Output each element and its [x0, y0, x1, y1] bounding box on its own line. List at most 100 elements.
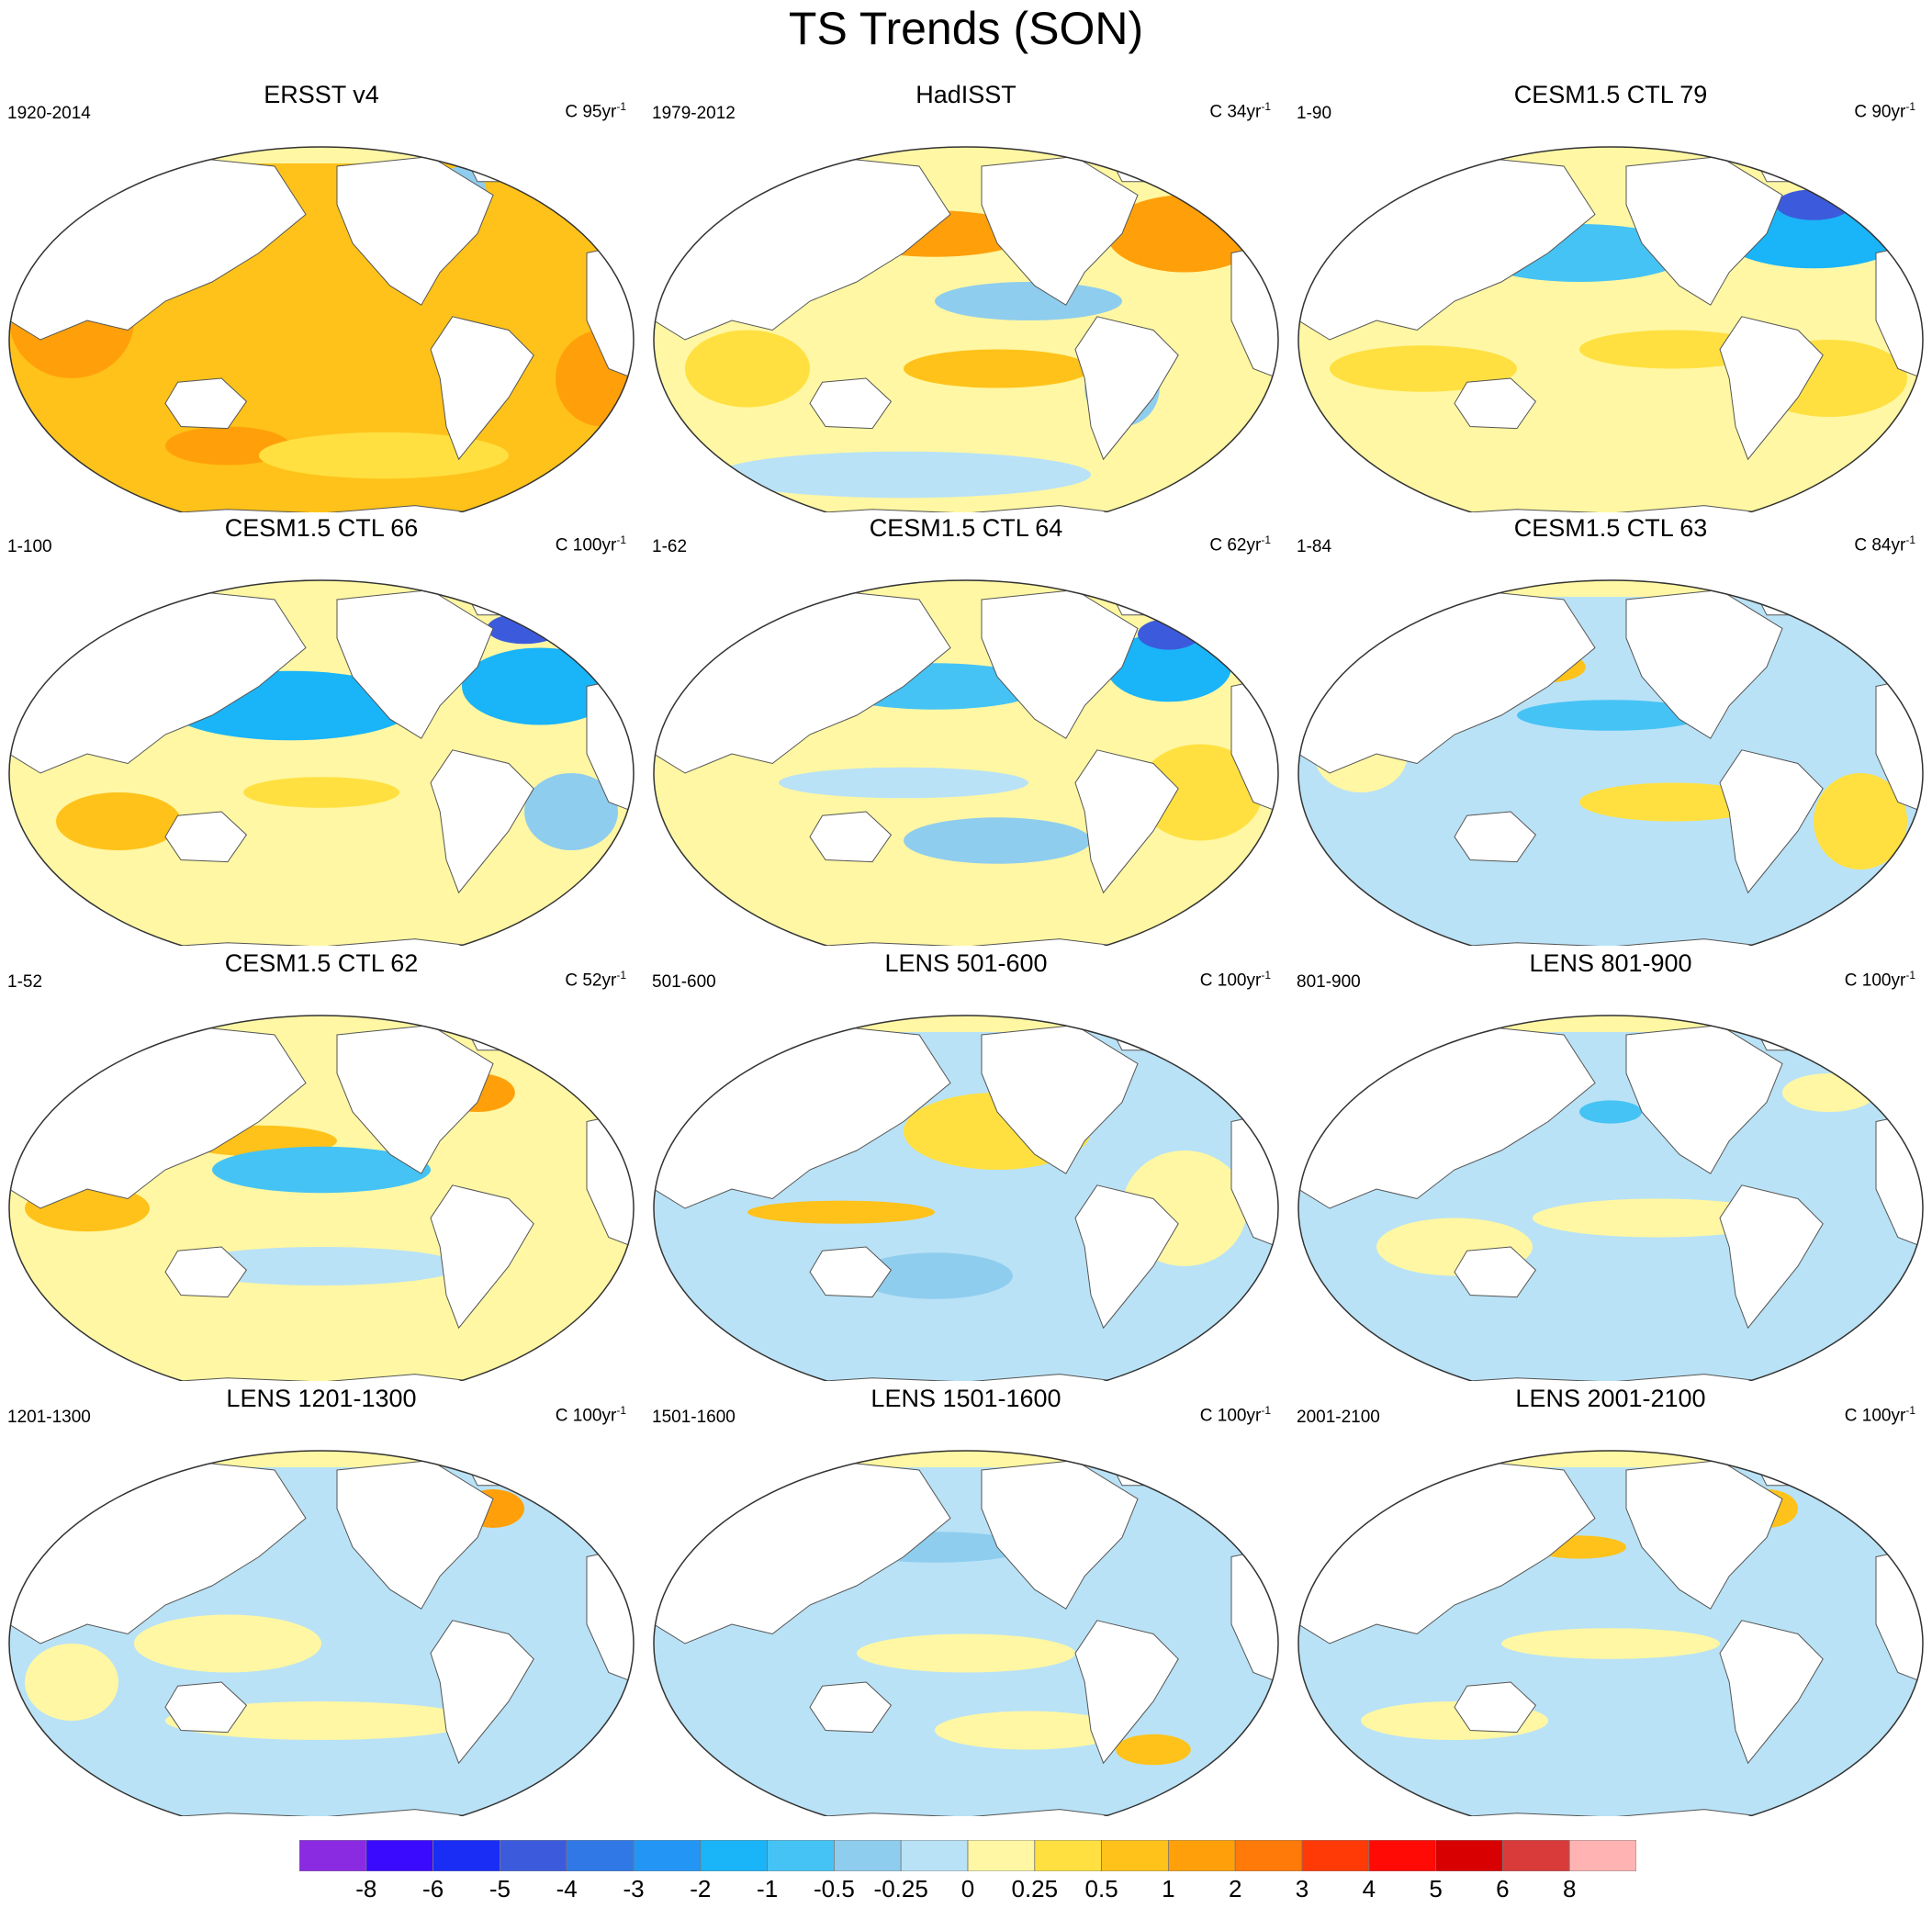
land-mass — [430, 1620, 534, 1765]
trend-anomaly — [487, 612, 562, 645]
panel-title: LENS 1501-1600 — [871, 1385, 1061, 1412]
map-border — [653, 1450, 1279, 1816]
colorbar-swatch — [566, 1839, 635, 1872]
arctic-band — [9, 1451, 634, 1467]
units-text: C 90yr — [1854, 102, 1906, 122]
colorbar-swatch — [1101, 1839, 1169, 1872]
arctic-band — [1298, 1016, 1923, 1032]
arctic-band — [9, 147, 634, 163]
colorbar-label: -5 — [489, 1875, 511, 1902]
trend-anomaly — [1517, 700, 1704, 731]
trend-anomaly — [685, 330, 810, 408]
panel-title: LENS 801-900 — [1529, 949, 1692, 977]
trend-anomaly — [524, 773, 618, 850]
panel-title: CESM1.5 CTL 66 — [224, 514, 419, 542]
map-border — [1297, 146, 1924, 512]
panel-title: LENS 2001-2100 — [1515, 1385, 1706, 1412]
land-mass — [809, 377, 893, 430]
trend-anomaly — [1782, 1073, 1876, 1112]
colorbar-swatch — [700, 1839, 768, 1872]
map-border — [8, 1015, 635, 1381]
units-text: C 100yr — [1844, 1406, 1906, 1426]
map-border — [8, 1450, 635, 1816]
map-panel: CESM1.5 CTL 63 1-84 C 84yr-1 — [1289, 514, 1932, 946]
colorbar-swatch — [633, 1839, 702, 1872]
panel-period: 1501-1600 — [652, 1408, 736, 1427]
units-text: C 100yr — [555, 535, 617, 556]
trend-anomaly — [747, 1200, 935, 1224]
trend-anomaly — [1138, 744, 1263, 841]
land-mass — [336, 1459, 494, 1610]
arctic-band — [1298, 580, 1923, 597]
panel-units: C 62yr-1 — [1209, 533, 1271, 556]
land-mass — [1454, 1246, 1537, 1298]
colorbar-label: -4 — [556, 1875, 578, 1902]
land-mass — [981, 155, 1139, 306]
colorbar-label: -0.25 — [873, 1875, 928, 1902]
colorbar-label: -8 — [355, 1875, 377, 1902]
trend-anomaly — [1106, 632, 1231, 702]
colorbar-label: 0.25 — [1011, 1875, 1059, 1902]
panel-title: CESM1.5 CTL 62 — [224, 949, 419, 977]
land-mass — [1454, 811, 1537, 863]
trend-anomaly — [1116, 1734, 1191, 1766]
map-plot — [8, 146, 635, 512]
map-panel: CESM1.5 CTL 64 1-62 C 62yr-1 — [645, 514, 1287, 946]
land-mass — [164, 811, 248, 863]
units-exponent: -1 — [1905, 100, 1915, 113]
land-mass — [1074, 1620, 1179, 1765]
trend-anomaly — [857, 1633, 1075, 1673]
panel-period: 1-52 — [7, 972, 43, 992]
units-exponent: -1 — [1261, 533, 1271, 546]
land-mass — [1074, 1184, 1179, 1330]
colorbar-label: 5 — [1429, 1875, 1443, 1902]
colorbar-label: 4 — [1362, 1875, 1376, 1902]
trend-anomaly — [259, 432, 509, 479]
trend-anomaly — [1533, 1198, 1782, 1238]
land-mass — [1719, 1620, 1824, 1765]
colorbar-swatch — [1368, 1839, 1437, 1872]
land-mass — [1454, 377, 1537, 430]
colorbar-label: -3 — [623, 1875, 645, 1902]
land-mass — [1719, 316, 1824, 461]
panel-period: 1-100 — [7, 537, 52, 556]
land-mass — [336, 1024, 494, 1174]
map-border — [1297, 579, 1924, 946]
units-text: C 62yr — [1209, 535, 1262, 556]
map-plot — [653, 1015, 1279, 1381]
land-mass — [809, 1681, 893, 1734]
units-exponent: -1 — [1905, 533, 1915, 546]
colorbar-label: -1 — [757, 1875, 779, 1902]
trend-anomaly — [165, 1701, 477, 1740]
panel-title: CESM1.5 CTL 64 — [869, 514, 1063, 542]
trend-anomaly — [25, 1644, 118, 1721]
map-panel: LENS 501-600 501-600 C 100yr-1 — [645, 949, 1287, 1381]
units-text: C 52yr — [565, 971, 617, 991]
land-mass — [1625, 589, 1783, 739]
panel-units: C 100yr-1 — [556, 533, 626, 556]
trend-anomaly — [935, 282, 1122, 320]
arctic-band — [654, 580, 1278, 597]
panel-units: C 34yr-1 — [1209, 100, 1271, 122]
panel-units: C 100yr-1 — [556, 1404, 626, 1426]
units-exponent: -1 — [616, 533, 626, 546]
map-plot — [1297, 579, 1924, 946]
land-mass — [164, 377, 248, 430]
trend-anomaly — [716, 451, 1091, 499]
colorbar-label: 6 — [1496, 1875, 1510, 1902]
colorbar-label: 8 — [1562, 1875, 1577, 1902]
colorbar: -8 -6 -5 -4 -3 -2 -1 -0.5 -0.25 0 0.25 0.5 1 2 3 4 5 6 8 — [298, 1839, 1637, 1908]
trend-anomaly — [779, 767, 1028, 799]
map-plot — [8, 579, 635, 946]
colorbar-swatch — [834, 1839, 902, 1872]
map-panel: LENS 2001-2100 2001-2100 C 100yr-1 — [1289, 1385, 1932, 1816]
land-mass — [1625, 155, 1783, 306]
panel-period: 1-62 — [652, 537, 688, 556]
arctic-band — [1298, 147, 1923, 163]
map-border — [1297, 1015, 1924, 1381]
panel-period: 801-900 — [1297, 972, 1361, 992]
land-mass — [164, 1246, 248, 1298]
panel-title: ERSST v4 — [264, 81, 379, 108]
trend-anomaly — [1330, 345, 1517, 392]
panel-title: HadISST — [915, 81, 1017, 108]
